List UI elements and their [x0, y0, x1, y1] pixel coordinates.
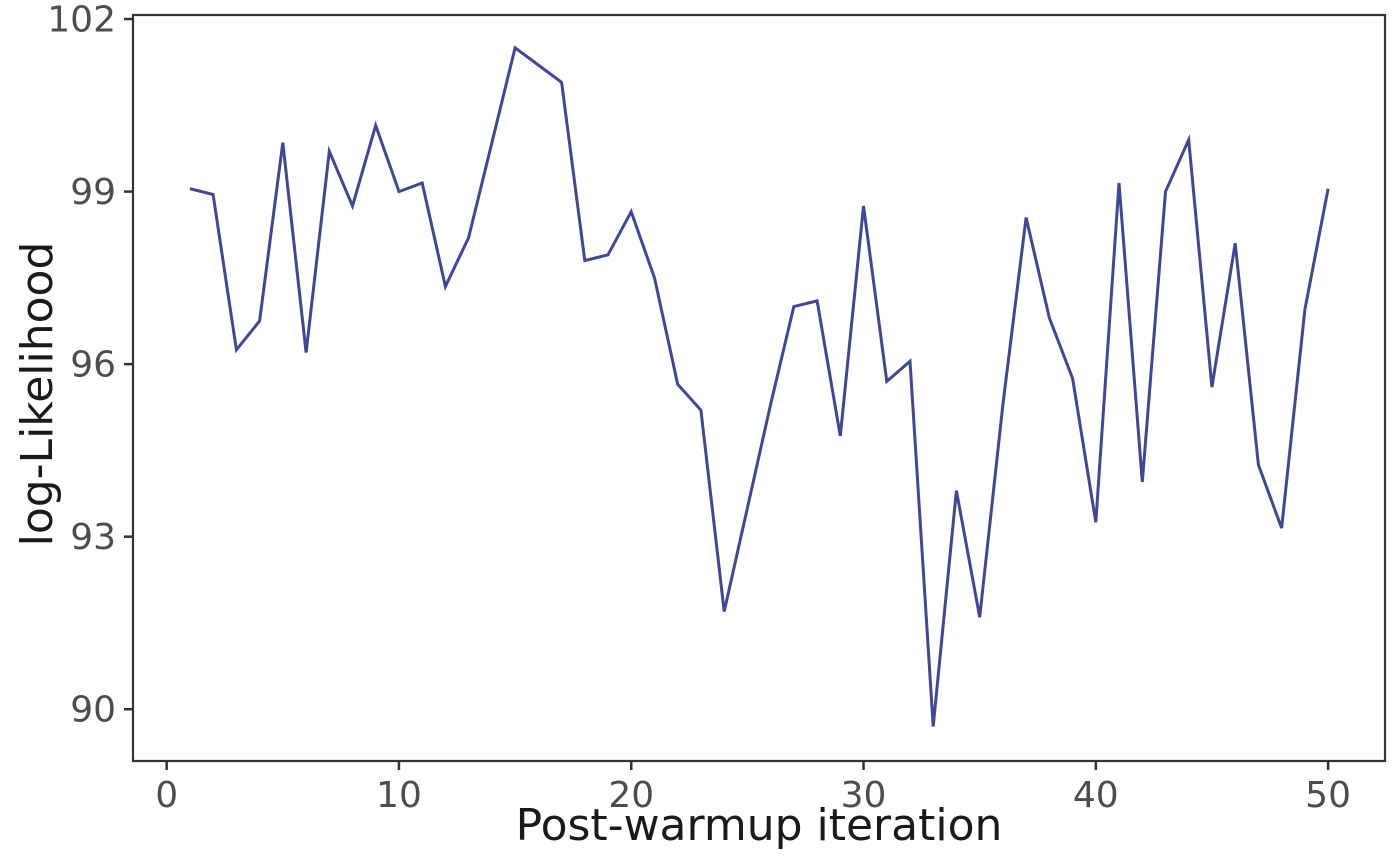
y-axis-tick-label: 93 [70, 517, 116, 558]
x-axis-tick-label: 20 [608, 775, 654, 816]
y-axis-tick-label: 102 [47, 0, 116, 41]
x-axis-tick-label: 0 [155, 775, 178, 816]
x-axis-tick-label: 40 [1073, 775, 1119, 816]
y-axis-tick-label: 90 [70, 690, 116, 731]
x-axis-tick-label: 50 [1305, 775, 1351, 816]
y-axis-title: log-Likelihood [12, 241, 63, 547]
y-axis-tick-label: 96 [70, 345, 116, 386]
x-axis-tick-label: 10 [376, 775, 422, 816]
y-axis-tick-label: 99 [70, 172, 116, 213]
log-likelihood-trace-line [189, 45, 1330, 727]
x-axis-tick-label: 30 [841, 775, 887, 816]
x-axis-title: Post-warmup iteration [515, 800, 1003, 851]
chart-panel-border [131, 13, 1387, 763]
